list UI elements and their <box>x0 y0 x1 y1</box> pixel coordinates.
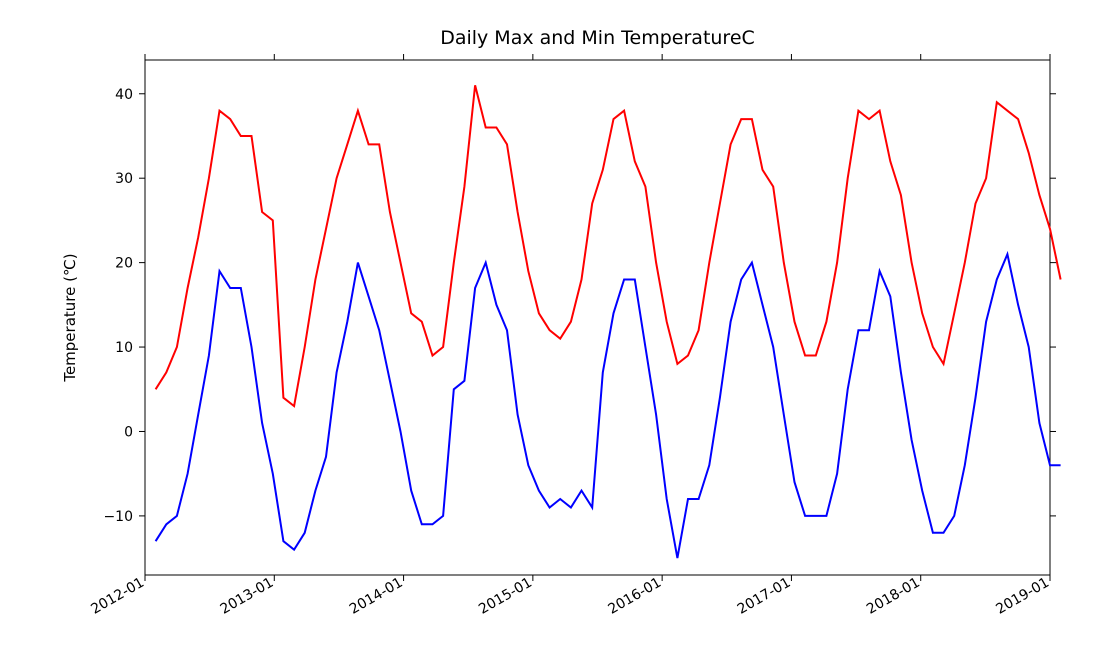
y-tick-label: 20 <box>115 256 133 272</box>
chart-series <box>156 85 1061 558</box>
x-tick-label: 2015-01 <box>476 575 535 618</box>
x-axis-ticks: 2012-01 2013-01 2014-01 2015-01 2016-01 2017-… <box>88 54 1052 618</box>
temperature-chart: Daily Max and Min TemperatureC −10 0 10 20 3… <box>0 0 1112 669</box>
series-max_temp <box>156 85 1061 406</box>
x-tick-label: 2016-01 <box>605 575 664 618</box>
x-tick-label: 2012-01 <box>88 575 147 618</box>
x-tick-label: 2018-01 <box>864 575 923 618</box>
series-min_temp <box>156 254 1061 558</box>
chart-title: Daily Max and Min TemperatureC <box>440 27 755 49</box>
plot-border <box>145 60 1050 575</box>
y-tick-label: 0 <box>124 424 133 440</box>
y-tick-label: 30 <box>115 171 133 187</box>
y-tick-label: −10 <box>103 509 133 525</box>
x-tick-label: 2013-01 <box>218 575 277 618</box>
y-tick-label: 10 <box>115 340 133 356</box>
y-axis-label: Temperature (℃) <box>61 253 79 382</box>
x-tick-label: 2014-01 <box>347 575 406 618</box>
y-tick-label: 40 <box>115 87 133 103</box>
x-tick-label: 2017-01 <box>735 575 794 618</box>
y-axis-ticks: −10 0 10 20 30 40 <box>103 87 1056 525</box>
chart-container: Daily Max and Min TemperatureC −10 0 10 20 3… <box>0 0 1112 669</box>
x-tick-label: 2019-01 <box>993 575 1052 618</box>
